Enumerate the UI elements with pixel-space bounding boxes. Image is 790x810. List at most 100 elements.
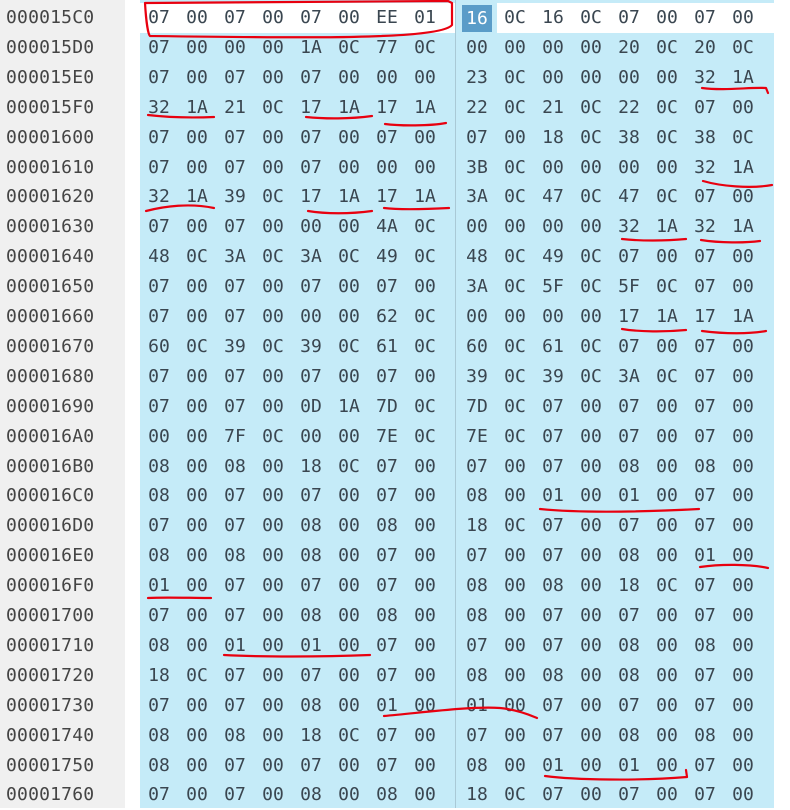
hex-byte[interactable]: 00 bbox=[334, 784, 364, 805]
hex-byte[interactable]: 00 bbox=[652, 246, 682, 267]
hex-byte[interactable]: 07 bbox=[220, 755, 250, 776]
hex-byte[interactable]: 22 bbox=[462, 97, 492, 118]
hex-byte[interactable]: 07 bbox=[372, 665, 402, 686]
hex-byte[interactable]: 07 bbox=[144, 7, 174, 28]
hex-byte[interactable]: 00 bbox=[258, 515, 288, 536]
hex-byte[interactable]: 07 bbox=[144, 67, 174, 88]
hex-byte[interactable]: 08 bbox=[144, 635, 174, 656]
hex-byte[interactable]: 00 bbox=[500, 665, 530, 686]
hex-byte[interactable]: 07 bbox=[296, 755, 326, 776]
hex-byte[interactable]: 00 bbox=[576, 67, 606, 88]
hex-byte[interactable]: 07 bbox=[614, 426, 644, 447]
hex-byte[interactable]: 17 bbox=[296, 97, 326, 118]
hex-byte[interactable]: 17 bbox=[614, 306, 644, 327]
hex-byte[interactable]: 0C bbox=[500, 515, 530, 536]
hex-byte[interactable]: 00 bbox=[728, 366, 758, 387]
hex-byte[interactable]: 00 bbox=[182, 515, 212, 536]
hex-byte[interactable]: 07 bbox=[538, 426, 568, 447]
hex-byte[interactable]: 00 bbox=[728, 186, 758, 207]
hex-byte[interactable]: 08 bbox=[614, 725, 644, 746]
hex-byte[interactable]: 48 bbox=[462, 246, 492, 267]
hex-byte[interactable]: 07 bbox=[144, 784, 174, 805]
hex-byte[interactable]: 07 bbox=[296, 485, 326, 506]
hex-byte[interactable]: 07 bbox=[220, 157, 250, 178]
hex-byte[interactable]: 00 bbox=[258, 635, 288, 656]
hex-byte[interactable]: 00 bbox=[410, 695, 440, 716]
hex-byte[interactable]: 01 bbox=[538, 485, 568, 506]
hex-byte[interactable]: 00 bbox=[334, 545, 364, 566]
hex-byte[interactable]: 07 bbox=[296, 157, 326, 178]
hex-byte[interactable]: 08 bbox=[296, 695, 326, 716]
hex-byte[interactable]: 07 bbox=[690, 426, 720, 447]
hex-byte[interactable]: 5F bbox=[538, 276, 568, 297]
hex-byte[interactable]: 1A bbox=[296, 37, 326, 58]
hex-byte[interactable]: 00 bbox=[334, 127, 364, 148]
hex-byte[interactable]: 07 bbox=[614, 695, 644, 716]
hex-byte[interactable]: 00 bbox=[500, 725, 530, 746]
hex-byte[interactable]: 23 bbox=[462, 67, 492, 88]
hex-byte[interactable]: 00 bbox=[576, 665, 606, 686]
hex-byte[interactable]: 00 bbox=[410, 635, 440, 656]
hex-byte[interactable]: 00 bbox=[652, 426, 682, 447]
hex-byte[interactable]: 08 bbox=[296, 784, 326, 805]
hex-byte[interactable]: 1A bbox=[410, 97, 440, 118]
hex-byte[interactable]: 00 bbox=[410, 456, 440, 477]
hex-byte[interactable]: 01 bbox=[614, 485, 644, 506]
hex-byte[interactable]: 00 bbox=[652, 755, 682, 776]
hex-byte[interactable]: 07 bbox=[220, 485, 250, 506]
hex-byte[interactable]: 00 bbox=[334, 695, 364, 716]
hex-byte[interactable]: 07 bbox=[462, 635, 492, 656]
hex-byte[interactable]: 0C bbox=[576, 366, 606, 387]
hex-byte[interactable]: 00 bbox=[410, 485, 440, 506]
hex-byte[interactable]: 08 bbox=[296, 605, 326, 626]
hex-byte[interactable]: 00 bbox=[728, 605, 758, 626]
hex-byte[interactable]: 07 bbox=[372, 127, 402, 148]
hex-byte[interactable]: 32 bbox=[690, 216, 720, 237]
hex-byte[interactable]: 00 bbox=[410, 605, 440, 626]
hex-byte[interactable]: 0C bbox=[500, 784, 530, 805]
hex-byte[interactable]: 0C bbox=[258, 97, 288, 118]
hex-byte[interactable]: 00 bbox=[614, 157, 644, 178]
hex-byte[interactable]: 47 bbox=[614, 186, 644, 207]
hex-byte[interactable]: 0C bbox=[576, 246, 606, 267]
hex-byte[interactable]: 0C bbox=[334, 336, 364, 357]
hex-byte[interactable]: 08 bbox=[144, 755, 174, 776]
hex-byte[interactable]: 07 bbox=[538, 695, 568, 716]
hex-byte[interactable]: 20 bbox=[690, 37, 720, 58]
hex-byte[interactable]: 00 bbox=[500, 635, 530, 656]
hex-byte[interactable]: 07 bbox=[690, 366, 720, 387]
hex-byte[interactable]: 1A bbox=[728, 67, 758, 88]
hex-byte[interactable]: 08 bbox=[144, 456, 174, 477]
hex-byte[interactable]: 08 bbox=[614, 456, 644, 477]
hex-byte[interactable]: 00 bbox=[258, 725, 288, 746]
hex-byte[interactable]: 07 bbox=[296, 7, 326, 28]
hex-byte[interactable]: 07 bbox=[462, 127, 492, 148]
hex-byte[interactable]: 00 bbox=[182, 635, 212, 656]
hex-byte[interactable]: 08 bbox=[614, 635, 644, 656]
hex-byte[interactable]: 00 bbox=[652, 725, 682, 746]
hex-byte[interactable]: 0C bbox=[500, 67, 530, 88]
hex-byte[interactable]: 00 bbox=[258, 127, 288, 148]
hex-byte[interactable]: 22 bbox=[614, 97, 644, 118]
hex-byte[interactable]: 07 bbox=[462, 545, 492, 566]
hex-byte[interactable]: 07 bbox=[220, 366, 250, 387]
hex-byte[interactable]: 00 bbox=[652, 784, 682, 805]
hex-byte[interactable]: 3A bbox=[296, 246, 326, 267]
hex-byte[interactable]: 07 bbox=[690, 515, 720, 536]
hex-byte[interactable]: 0C bbox=[500, 97, 530, 118]
hex-byte[interactable]: 1A bbox=[334, 186, 364, 207]
hex-byte[interactable]: 07 bbox=[538, 605, 568, 626]
hex-byte[interactable]: 00 bbox=[500, 127, 530, 148]
hex-byte[interactable]: 07 bbox=[690, 575, 720, 596]
hex-byte[interactable]: 00 bbox=[410, 665, 440, 686]
hex-byte[interactable]: 07 bbox=[690, 186, 720, 207]
hex-byte[interactable]: 07 bbox=[220, 306, 250, 327]
hex-byte[interactable]: 07 bbox=[372, 575, 402, 596]
hex-byte[interactable]: 07 bbox=[296, 127, 326, 148]
hex-byte[interactable]: 1A bbox=[652, 216, 682, 237]
hex-byte[interactable]: 0C bbox=[652, 97, 682, 118]
hex-byte[interactable]: 00 bbox=[410, 515, 440, 536]
hex-byte[interactable]: 49 bbox=[372, 246, 402, 267]
hex-byte[interactable]: 00 bbox=[182, 456, 212, 477]
